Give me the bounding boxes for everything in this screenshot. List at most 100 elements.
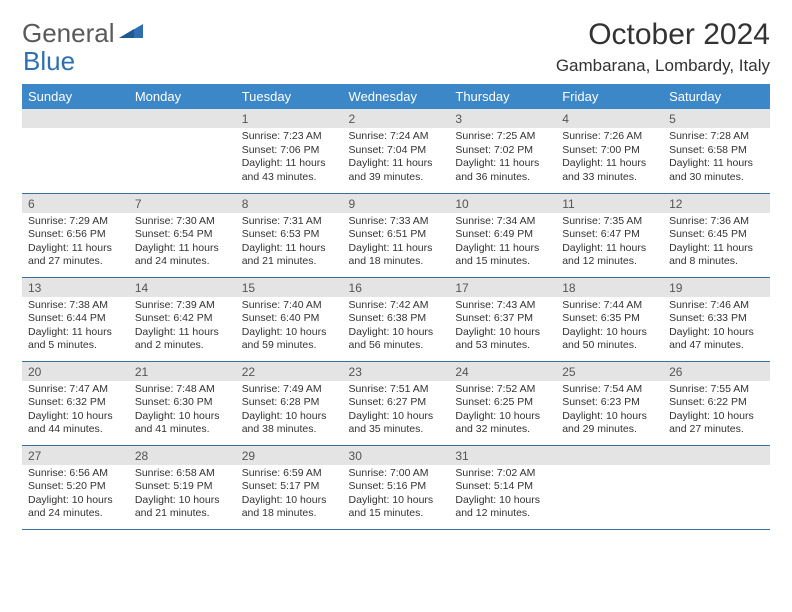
calendar-day-cell: 22Sunrise: 7:49 AMSunset: 6:28 PMDayligh…	[236, 361, 343, 445]
day-detail: Sunrise: 7:00 AMSunset: 5:16 PMDaylight:…	[343, 465, 450, 526]
day-number: 2	[343, 109, 450, 128]
day-number: 18	[556, 278, 663, 297]
logo-text-blue: Blue	[23, 46, 75, 76]
calendar-day-cell: 11Sunrise: 7:35 AMSunset: 6:47 PMDayligh…	[556, 193, 663, 277]
calendar-day-cell: 21Sunrise: 7:48 AMSunset: 6:30 PMDayligh…	[129, 361, 236, 445]
logo-text-general: General	[22, 18, 115, 49]
day-number: 3	[449, 109, 556, 128]
day-detail: Sunrise: 7:52 AMSunset: 6:25 PMDaylight:…	[449, 381, 556, 442]
calendar-day-cell: 4Sunrise: 7:26 AMSunset: 7:00 PMDaylight…	[556, 109, 663, 193]
calendar-week-row: 27Sunrise: 6:56 AMSunset: 5:20 PMDayligh…	[22, 445, 770, 529]
calendar-day-cell: 28Sunrise: 6:58 AMSunset: 5:19 PMDayligh…	[129, 445, 236, 529]
day-number: 25	[556, 362, 663, 381]
day-number: 16	[343, 278, 450, 297]
day-detail: Sunrise: 7:24 AMSunset: 7:04 PMDaylight:…	[343, 128, 450, 189]
calendar-day-cell: 16Sunrise: 7:42 AMSunset: 6:38 PMDayligh…	[343, 277, 450, 361]
title-block: October 2024 Gambarana, Lombardy, Italy	[556, 18, 770, 76]
calendar-day-cell: 2Sunrise: 7:24 AMSunset: 7:04 PMDaylight…	[343, 109, 450, 193]
day-detail: Sunrise: 7:36 AMSunset: 6:45 PMDaylight:…	[663, 213, 770, 274]
day-number: 9	[343, 194, 450, 213]
calendar-table: SundayMondayTuesdayWednesdayThursdayFrid…	[22, 84, 770, 530]
day-detail: Sunrise: 7:30 AMSunset: 6:54 PMDaylight:…	[129, 213, 236, 274]
day-detail: Sunrise: 6:59 AMSunset: 5:17 PMDaylight:…	[236, 465, 343, 526]
day-number: 8	[236, 194, 343, 213]
day-number: 4	[556, 109, 663, 128]
day-number: 7	[129, 194, 236, 213]
day-header: Wednesday	[343, 84, 450, 109]
day-number: 21	[129, 362, 236, 381]
day-detail: Sunrise: 7:23 AMSunset: 7:06 PMDaylight:…	[236, 128, 343, 189]
calendar-day-cell: 18Sunrise: 7:44 AMSunset: 6:35 PMDayligh…	[556, 277, 663, 361]
day-detail: Sunrise: 7:54 AMSunset: 6:23 PMDaylight:…	[556, 381, 663, 442]
day-detail: Sunrise: 7:39 AMSunset: 6:42 PMDaylight:…	[129, 297, 236, 358]
calendar-day-cell: 29Sunrise: 6:59 AMSunset: 5:17 PMDayligh…	[236, 445, 343, 529]
day-detail: Sunrise: 7:49 AMSunset: 6:28 PMDaylight:…	[236, 381, 343, 442]
logo-blue-wrap: Blue	[22, 46, 75, 77]
logo-triangle-icon	[119, 22, 145, 45]
calendar-empty-cell	[22, 109, 129, 193]
calendar-body: 1Sunrise: 7:23 AMSunset: 7:06 PMDaylight…	[22, 109, 770, 529]
calendar-day-cell: 7Sunrise: 7:30 AMSunset: 6:54 PMDaylight…	[129, 193, 236, 277]
day-number: 31	[449, 446, 556, 465]
day-number: 28	[129, 446, 236, 465]
day-detail: Sunrise: 7:02 AMSunset: 5:14 PMDaylight:…	[449, 465, 556, 526]
day-detail: Sunrise: 7:51 AMSunset: 6:27 PMDaylight:…	[343, 381, 450, 442]
calendar-empty-cell	[556, 445, 663, 529]
day-number: 11	[556, 194, 663, 213]
calendar-day-cell: 3Sunrise: 7:25 AMSunset: 7:02 PMDaylight…	[449, 109, 556, 193]
day-detail: Sunrise: 7:43 AMSunset: 6:37 PMDaylight:…	[449, 297, 556, 358]
day-detail: Sunrise: 7:44 AMSunset: 6:35 PMDaylight:…	[556, 297, 663, 358]
day-detail: Sunrise: 7:47 AMSunset: 6:32 PMDaylight:…	[22, 381, 129, 442]
day-detail: Sunrise: 7:28 AMSunset: 6:58 PMDaylight:…	[663, 128, 770, 189]
calendar-day-cell: 15Sunrise: 7:40 AMSunset: 6:40 PMDayligh…	[236, 277, 343, 361]
day-number: 13	[22, 278, 129, 297]
day-detail: Sunrise: 6:58 AMSunset: 5:19 PMDaylight:…	[129, 465, 236, 526]
calendar-day-cell: 23Sunrise: 7:51 AMSunset: 6:27 PMDayligh…	[343, 361, 450, 445]
day-number: 15	[236, 278, 343, 297]
calendar-day-cell: 30Sunrise: 7:00 AMSunset: 5:16 PMDayligh…	[343, 445, 450, 529]
day-number: 20	[22, 362, 129, 381]
calendar-week-row: 6Sunrise: 7:29 AMSunset: 6:56 PMDaylight…	[22, 193, 770, 277]
calendar-day-cell: 14Sunrise: 7:39 AMSunset: 6:42 PMDayligh…	[129, 277, 236, 361]
day-header: Sunday	[22, 84, 129, 109]
day-header: Thursday	[449, 84, 556, 109]
calendar-day-cell: 9Sunrise: 7:33 AMSunset: 6:51 PMDaylight…	[343, 193, 450, 277]
day-detail: Sunrise: 7:42 AMSunset: 6:38 PMDaylight:…	[343, 297, 450, 358]
day-header: Tuesday	[236, 84, 343, 109]
calendar-day-cell: 5Sunrise: 7:28 AMSunset: 6:58 PMDaylight…	[663, 109, 770, 193]
day-number: 5	[663, 109, 770, 128]
day-detail: Sunrise: 7:55 AMSunset: 6:22 PMDaylight:…	[663, 381, 770, 442]
day-number: 26	[663, 362, 770, 381]
day-detail: Sunrise: 7:34 AMSunset: 6:49 PMDaylight:…	[449, 213, 556, 274]
calendar-day-cell: 26Sunrise: 7:55 AMSunset: 6:22 PMDayligh…	[663, 361, 770, 445]
day-number: 12	[663, 194, 770, 213]
day-number: 19	[663, 278, 770, 297]
day-detail: Sunrise: 6:56 AMSunset: 5:20 PMDaylight:…	[22, 465, 129, 526]
calendar-day-cell: 31Sunrise: 7:02 AMSunset: 5:14 PMDayligh…	[449, 445, 556, 529]
day-number: 27	[22, 446, 129, 465]
calendar-empty-cell	[663, 445, 770, 529]
day-detail: Sunrise: 7:46 AMSunset: 6:33 PMDaylight:…	[663, 297, 770, 358]
day-detail: Sunrise: 7:25 AMSunset: 7:02 PMDaylight:…	[449, 128, 556, 189]
day-detail: Sunrise: 7:29 AMSunset: 6:56 PMDaylight:…	[22, 213, 129, 274]
calendar-day-cell: 8Sunrise: 7:31 AMSunset: 6:53 PMDaylight…	[236, 193, 343, 277]
calendar-day-cell: 1Sunrise: 7:23 AMSunset: 7:06 PMDaylight…	[236, 109, 343, 193]
calendar-week-row: 1Sunrise: 7:23 AMSunset: 7:06 PMDaylight…	[22, 109, 770, 193]
month-title: October 2024	[556, 18, 770, 52]
location: Gambarana, Lombardy, Italy	[556, 56, 770, 76]
calendar-day-cell: 12Sunrise: 7:36 AMSunset: 6:45 PMDayligh…	[663, 193, 770, 277]
calendar-day-cell: 25Sunrise: 7:54 AMSunset: 6:23 PMDayligh…	[556, 361, 663, 445]
day-number: 10	[449, 194, 556, 213]
calendar-day-cell: 24Sunrise: 7:52 AMSunset: 6:25 PMDayligh…	[449, 361, 556, 445]
calendar-day-cell: 6Sunrise: 7:29 AMSunset: 6:56 PMDaylight…	[22, 193, 129, 277]
day-detail: Sunrise: 7:31 AMSunset: 6:53 PMDaylight:…	[236, 213, 343, 274]
day-detail: Sunrise: 7:38 AMSunset: 6:44 PMDaylight:…	[22, 297, 129, 358]
calendar-day-cell: 10Sunrise: 7:34 AMSunset: 6:49 PMDayligh…	[449, 193, 556, 277]
calendar-week-row: 13Sunrise: 7:38 AMSunset: 6:44 PMDayligh…	[22, 277, 770, 361]
day-detail: Sunrise: 7:35 AMSunset: 6:47 PMDaylight:…	[556, 213, 663, 274]
day-number: 6	[22, 194, 129, 213]
day-header-row: SundayMondayTuesdayWednesdayThursdayFrid…	[22, 84, 770, 109]
day-number: 17	[449, 278, 556, 297]
calendar-week-row: 20Sunrise: 7:47 AMSunset: 6:32 PMDayligh…	[22, 361, 770, 445]
day-number: 14	[129, 278, 236, 297]
